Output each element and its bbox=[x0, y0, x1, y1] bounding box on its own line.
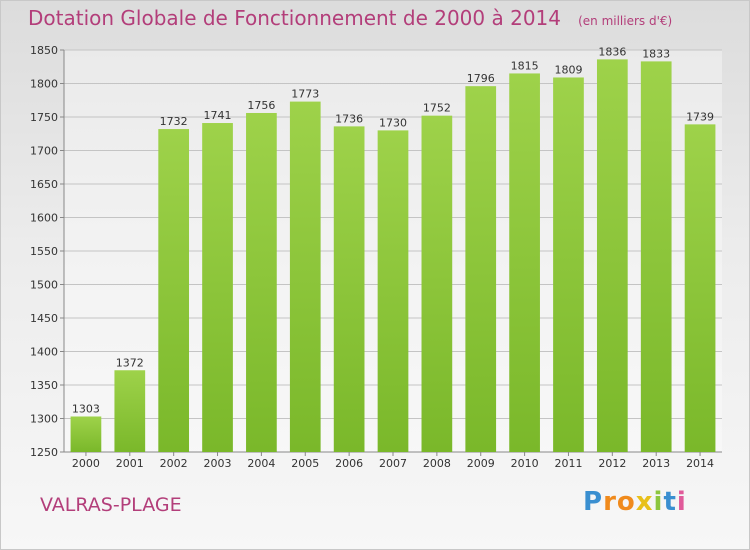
logo-letter: P bbox=[583, 487, 604, 517]
y-tick-label: 1350 bbox=[30, 379, 58, 392]
x-tick-label: 2008 bbox=[423, 457, 451, 470]
x-tick-label: 2006 bbox=[335, 457, 363, 470]
x-tick-label: 2001 bbox=[116, 457, 144, 470]
x-tick-label: 2005 bbox=[291, 457, 319, 470]
bar bbox=[465, 86, 497, 453]
data-label: 1303 bbox=[72, 402, 100, 415]
bar bbox=[640, 61, 672, 452]
chart-title: Dotation Globale de Fonctionnement de 20… bbox=[28, 6, 561, 30]
place-name: VALRAS-PLAGE bbox=[40, 494, 182, 516]
data-label: 1741 bbox=[204, 109, 232, 122]
bar bbox=[114, 370, 146, 452]
x-tick-label: 2012 bbox=[598, 457, 626, 470]
y-tick-label: 1850 bbox=[30, 44, 58, 57]
logo-letter: r bbox=[603, 487, 617, 517]
data-label: 1773 bbox=[291, 88, 319, 101]
logo-letter: t bbox=[663, 487, 677, 517]
logo-letter: i bbox=[653, 487, 664, 517]
x-tick-label: 2004 bbox=[247, 457, 275, 470]
logo-letter: x bbox=[635, 487, 654, 517]
x-tick-label: 2013 bbox=[642, 457, 670, 470]
data-label: 1372 bbox=[116, 356, 144, 369]
y-tick-label: 1600 bbox=[30, 212, 58, 225]
proxiti-logo: Proxiti bbox=[583, 487, 687, 517]
y-tick-label: 1400 bbox=[30, 346, 58, 359]
data-label: 1739 bbox=[686, 110, 714, 123]
x-tick-label: 2011 bbox=[554, 457, 582, 470]
bar bbox=[333, 126, 365, 452]
data-label: 1732 bbox=[160, 115, 188, 128]
data-label: 1815 bbox=[511, 59, 539, 72]
logo-letter: i bbox=[676, 487, 687, 517]
data-label: 1752 bbox=[423, 102, 451, 115]
bar bbox=[684, 124, 716, 453]
x-tick-label: 2009 bbox=[467, 457, 495, 470]
bar bbox=[596, 59, 628, 452]
bar bbox=[158, 129, 190, 452]
data-label: 1736 bbox=[335, 112, 363, 125]
bar bbox=[289, 101, 321, 452]
data-label: 1730 bbox=[379, 116, 407, 129]
data-label: 1809 bbox=[554, 63, 582, 76]
y-tick-label: 1500 bbox=[30, 279, 58, 292]
x-tick-label: 2002 bbox=[160, 457, 188, 470]
y-tick-label: 1750 bbox=[30, 111, 58, 124]
x-tick-label: 2014 bbox=[686, 457, 714, 470]
y-tick-label: 1450 bbox=[30, 312, 58, 325]
y-tick-label: 1300 bbox=[30, 413, 58, 426]
chart-subtitle: (en milliers d'€) bbox=[578, 14, 673, 28]
y-tick-label: 1250 bbox=[30, 446, 58, 459]
bar bbox=[202, 123, 233, 452]
data-label: 1756 bbox=[247, 99, 275, 112]
data-label: 1836 bbox=[598, 45, 626, 58]
y-tick-label: 1650 bbox=[30, 178, 58, 191]
x-tick-label: 2007 bbox=[379, 457, 407, 470]
x-tick-label: 2010 bbox=[511, 457, 539, 470]
y-tick-label: 1800 bbox=[30, 78, 58, 91]
bar bbox=[509, 73, 540, 452]
bar bbox=[377, 130, 409, 452]
bar bbox=[246, 112, 277, 452]
y-tick-label: 1550 bbox=[30, 245, 58, 258]
data-label: 1796 bbox=[467, 72, 495, 85]
data-label: 1833 bbox=[642, 47, 670, 60]
bar bbox=[70, 416, 102, 452]
x-tick-label: 2000 bbox=[72, 457, 100, 470]
chart-header: Dotation Globale de Fonctionnement de 20… bbox=[28, 6, 672, 30]
logo-letter: o bbox=[616, 487, 636, 517]
x-tick-label: 2003 bbox=[204, 457, 232, 470]
bar bbox=[553, 77, 584, 452]
bar bbox=[421, 115, 453, 452]
y-tick-label: 1700 bbox=[30, 145, 58, 158]
